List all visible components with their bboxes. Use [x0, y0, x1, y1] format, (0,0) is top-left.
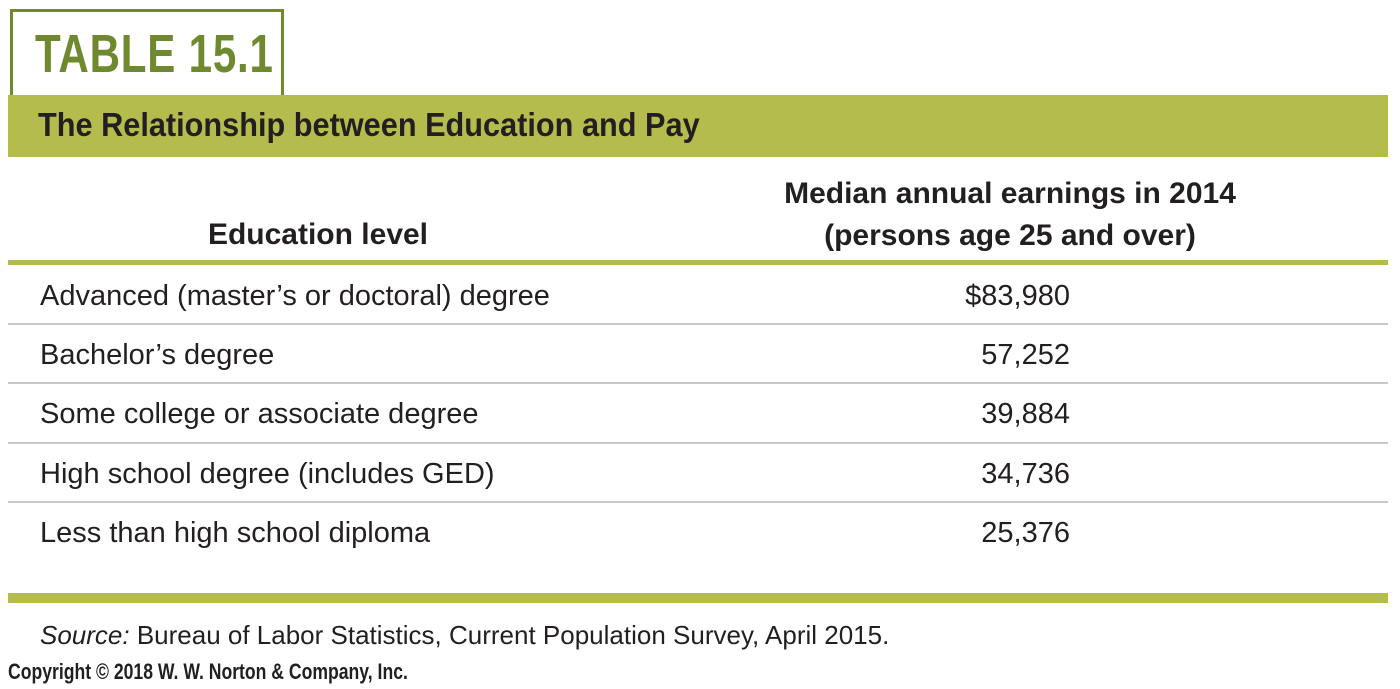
row-education: Bachelor’s degree	[40, 339, 275, 371]
footer-rule	[8, 593, 1388, 603]
row-divider	[8, 501, 1388, 503]
title-band: The Relationship between Education and P…	[8, 95, 1388, 157]
column-header-earnings-line1: Median annual earnings in 2014	[784, 177, 1236, 210]
table-row: Some college or associate degree 39,884	[8, 385, 1388, 443]
row-earnings: $83,980	[965, 280, 1070, 312]
table-label: TABLE 15.1	[35, 24, 274, 84]
source-text: Bureau of Labor Statistics, Current Popu…	[129, 620, 890, 650]
copyright-notice: Copyright © 2018 W. W. Norton & Company,…	[8, 659, 408, 684]
column-header-earnings-line2: (persons age 25 and over)	[824, 219, 1196, 252]
column-header-earnings: Median annual earnings in 2014 (persons …	[690, 173, 1330, 257]
row-education: Advanced (master’s or doctoral) degree	[40, 280, 550, 312]
source-label: Source:	[40, 620, 130, 650]
row-earnings: 57,252	[981, 339, 1070, 371]
table-row: Bachelor’s degree 57,252	[8, 326, 1388, 384]
row-earnings: 34,736	[981, 458, 1070, 490]
row-divider	[8, 382, 1388, 384]
table-label-box: TABLE 15.1	[10, 9, 284, 97]
column-header-education: Education level	[207, 218, 429, 251]
table-title: The Relationship between Education and P…	[38, 106, 700, 143]
row-education: Some college or associate degree	[40, 398, 479, 430]
table-row: Less than high school diploma 25,376	[8, 504, 1388, 562]
row-divider	[8, 442, 1388, 444]
row-earnings: 25,376	[981, 517, 1070, 549]
row-education: High school degree (includes GED)	[40, 458, 495, 490]
source-note: Source: Bureau of Labor Statistics, Curr…	[40, 618, 889, 652]
row-earnings: 39,884	[981, 398, 1070, 430]
table-row: Advanced (master’s or doctoral) degree $…	[8, 267, 1388, 325]
header-rule	[8, 260, 1388, 265]
table-row: High school degree (includes GED) 34,736	[8, 445, 1388, 503]
row-divider	[8, 323, 1388, 325]
row-education: Less than high school diploma	[40, 517, 431, 549]
